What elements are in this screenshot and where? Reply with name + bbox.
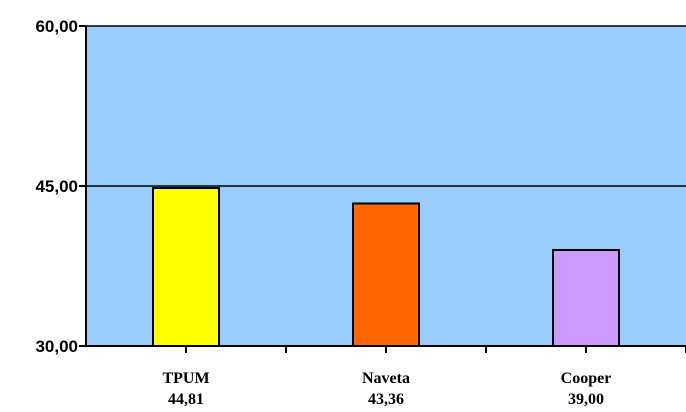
x-value-label: 39,00 bbox=[568, 391, 604, 408]
y-tick-label: 30,00 bbox=[35, 337, 78, 356]
x-category-label: TPUM bbox=[162, 370, 209, 387]
x-category-label: Cooper bbox=[561, 370, 612, 387]
x-value-label: 44,81 bbox=[168, 391, 204, 408]
x-axis-ticks bbox=[185, 346, 686, 353]
x-value-label: 43,36 bbox=[368, 391, 404, 408]
bar-cooper bbox=[552, 249, 620, 347]
y-tick-label: 60,00 bbox=[35, 17, 78, 36]
bars bbox=[152, 187, 620, 347]
y-axis-ticks: 30,00 45,00 60,00 bbox=[35, 17, 86, 356]
gridlines bbox=[86, 25, 686, 187]
x-category-label: Naveta bbox=[362, 370, 410, 387]
y-tick-label: 45,00 bbox=[35, 177, 78, 196]
bar-tpum bbox=[152, 187, 220, 347]
bar-naveta bbox=[352, 202, 420, 347]
x-axis-labels: TPUM 44,81 Naveta 43,36 Cooper 39,00 bbox=[162, 370, 611, 408]
